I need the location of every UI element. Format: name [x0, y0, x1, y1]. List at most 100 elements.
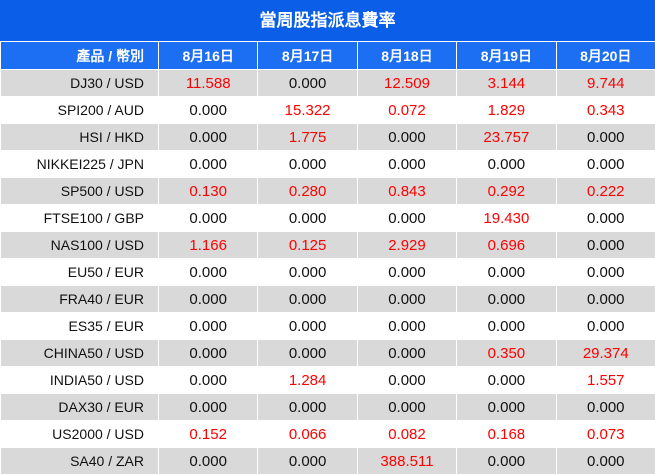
- rate-cell: 0.000: [159, 259, 258, 286]
- rate-cell: 0.072: [357, 97, 456, 124]
- rate-cell: 0.000: [258, 448, 357, 475]
- rate-cell: 0.000: [457, 151, 556, 178]
- rate-cell: 0.000: [258, 286, 357, 313]
- rate-cell: 0.000: [357, 340, 456, 367]
- rate-cell: 0.066: [258, 421, 357, 448]
- rate-cell: 11.588: [159, 70, 258, 97]
- rate-cell: 0.000: [159, 394, 258, 421]
- rate-cell: 0.152: [159, 421, 258, 448]
- product-symbol: ES35 / EUR: [1, 313, 159, 340]
- rate-cell: 1.557: [556, 367, 655, 394]
- rate-cell: 0.292: [457, 178, 556, 205]
- rate-cell: 0.000: [556, 232, 655, 259]
- rate-cell: 0.000: [457, 286, 556, 313]
- rate-cell: 0.000: [457, 367, 556, 394]
- product-symbol: DJ30 / USD: [1, 70, 159, 97]
- column-header-date: 8月19日: [457, 42, 556, 70]
- product-symbol: SPI200 / AUD: [1, 97, 159, 124]
- rate-cell: 0.843: [357, 178, 456, 205]
- header-row: 產品 / 幣別 8月16日 8月17日 8月18日 8月19日 8月20日: [1, 42, 655, 70]
- rate-cell: 0.000: [258, 70, 357, 97]
- product-symbol: HSI / HKD: [1, 124, 159, 151]
- rate-cell: 0.000: [159, 367, 258, 394]
- rate-cell: 0.000: [357, 151, 456, 178]
- dividend-rate-table: 產品 / 幣別 8月16日 8月17日 8月18日 8月19日 8月20日 DJ…: [0, 41, 655, 475]
- rate-cell: 29.374: [556, 340, 655, 367]
- product-symbol: SP500 / USD: [1, 178, 159, 205]
- rate-cell: 0.000: [457, 394, 556, 421]
- rate-cell: 0.343: [556, 97, 655, 124]
- column-header-date: 8月20日: [556, 42, 655, 70]
- product-symbol: DAX30 / EUR: [1, 394, 159, 421]
- rate-cell: 0.222: [556, 178, 655, 205]
- column-header-date: 8月16日: [159, 42, 258, 70]
- rate-cell: 0.000: [159, 313, 258, 340]
- rate-cell: 0.000: [457, 313, 556, 340]
- product-symbol: SA40 / ZAR: [1, 448, 159, 475]
- rate-cell: 23.757: [457, 124, 556, 151]
- rate-cell: 0.000: [258, 394, 357, 421]
- rate-cell: 9.744: [556, 70, 655, 97]
- rate-cell: 3.144: [457, 70, 556, 97]
- rate-cell: 0.000: [556, 151, 655, 178]
- product-symbol: INDIA50 / USD: [1, 367, 159, 394]
- rate-cell: 0.000: [556, 259, 655, 286]
- rate-cell: 15.322: [258, 97, 357, 124]
- rate-cell: 19.430: [457, 205, 556, 232]
- product-symbol: EU50 / EUR: [1, 259, 159, 286]
- product-symbol: FRA40 / EUR: [1, 286, 159, 313]
- rate-cell: 2.929: [357, 232, 456, 259]
- rate-cell: 0.000: [258, 151, 357, 178]
- rate-cell: 0.000: [556, 394, 655, 421]
- rate-cell: 0.000: [258, 259, 357, 286]
- rate-cell: 0.168: [457, 421, 556, 448]
- rate-cell: 0.000: [357, 205, 456, 232]
- table-title: 當周股指派息費率: [0, 0, 655, 41]
- rate-cell: 1.284: [258, 367, 357, 394]
- rate-cell: 0.125: [258, 232, 357, 259]
- rate-cell: 0.000: [556, 286, 655, 313]
- rate-cell: 0.073: [556, 421, 655, 448]
- rate-cell: 0.000: [556, 124, 655, 151]
- rate-cell: 0.696: [457, 232, 556, 259]
- rate-cell: 0.000: [556, 205, 655, 232]
- rate-cell: 0.000: [357, 313, 456, 340]
- product-symbol: NAS100 / USD: [1, 232, 159, 259]
- rate-cell: 1.829: [457, 97, 556, 124]
- product-symbol: NIKKEI225 / JPN: [1, 151, 159, 178]
- rate-cell: 1.166: [159, 232, 258, 259]
- rate-cell: 0.000: [159, 124, 258, 151]
- rate-cell: 0.000: [258, 340, 357, 367]
- rate-cell: 0.000: [357, 286, 456, 313]
- rate-cell: 0.000: [556, 313, 655, 340]
- rate-cell: 0.000: [159, 286, 258, 313]
- column-header-date: 8月18日: [357, 42, 456, 70]
- column-header-product: 產品 / 幣別: [1, 42, 159, 70]
- product-symbol: US2000 / USD: [1, 421, 159, 448]
- product-symbol: CHINA50 / USD: [1, 340, 159, 367]
- rate-cell: 0.000: [258, 313, 357, 340]
- rate-cell: 0.000: [159, 97, 258, 124]
- rate-cell: 0.000: [357, 367, 456, 394]
- rate-cell: 0.000: [159, 205, 258, 232]
- rate-cell: 0.130: [159, 178, 258, 205]
- rate-cell: 0.000: [159, 340, 258, 367]
- rate-cell: 0.000: [159, 448, 258, 475]
- rate-cell: 12.509: [357, 70, 456, 97]
- rate-cell: 0.000: [556, 448, 655, 475]
- rate-cell: 0.000: [159, 151, 258, 178]
